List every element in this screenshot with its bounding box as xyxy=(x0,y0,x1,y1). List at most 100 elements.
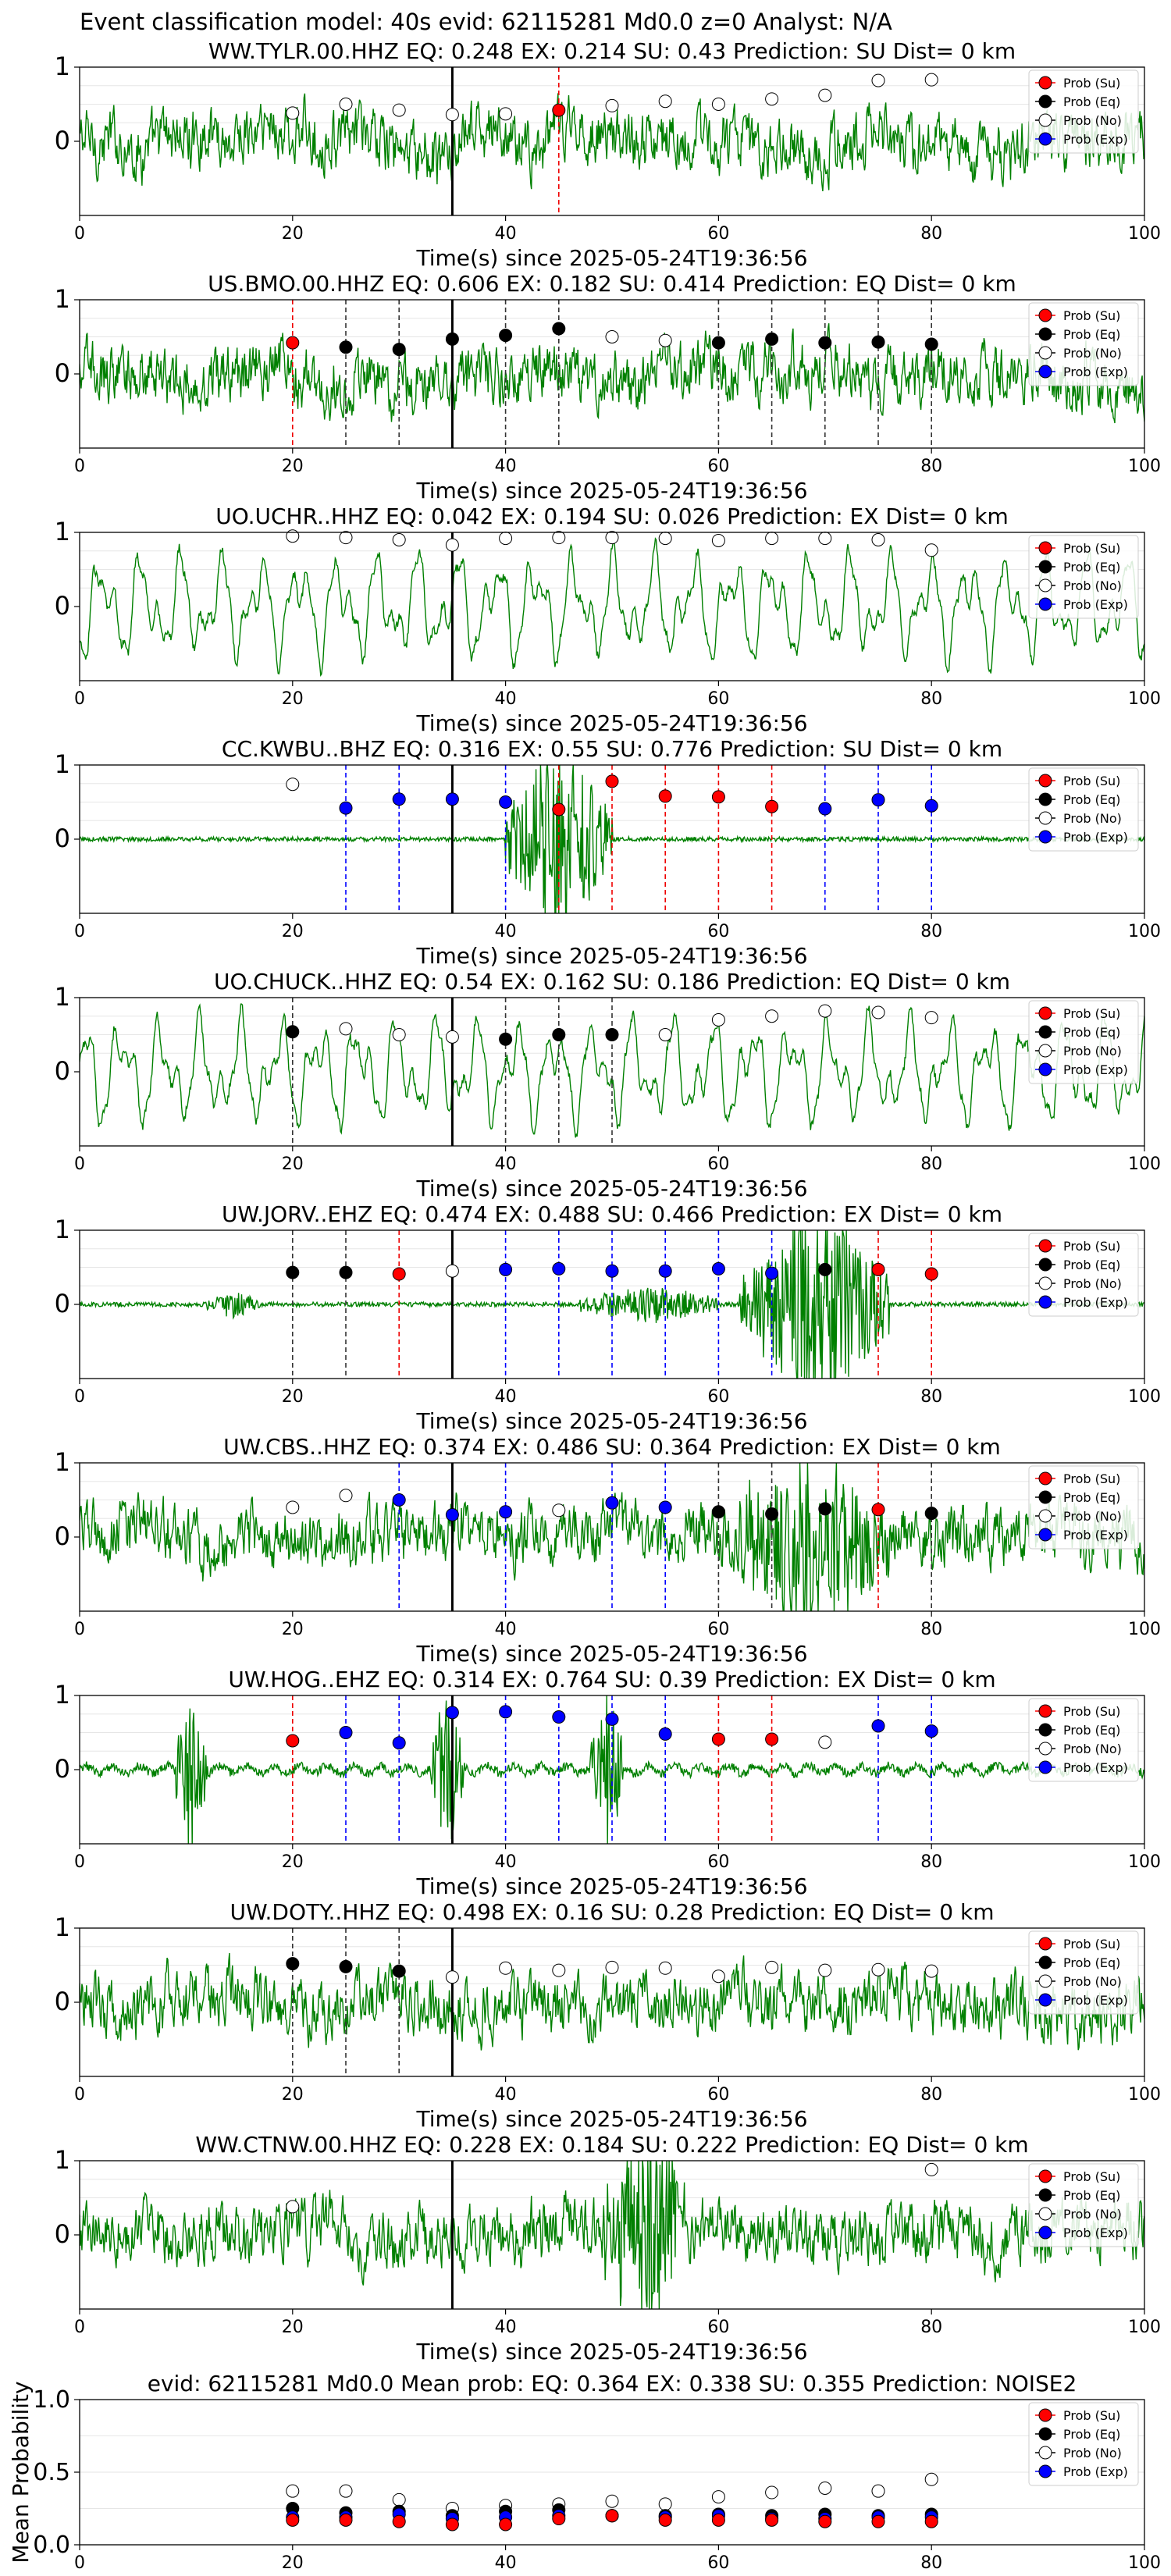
x-tick-label: 0 xyxy=(74,1852,85,1872)
x-tick-label: 20 xyxy=(282,2318,304,2337)
waveform xyxy=(80,1952,1144,2051)
prob-marker-no xyxy=(818,1963,832,1977)
prob-marker-exp xyxy=(392,1493,406,1507)
panel-title: WW.CTNW.00.HHZ EQ: 0.228 EX: 0.184 SU: 0… xyxy=(195,2132,1028,2158)
panel-title: UO.CHUCK..HHZ EQ: 0.54 EX: 0.162 SU: 0.1… xyxy=(214,969,1010,994)
x-tick-label: 60 xyxy=(707,1620,729,1639)
prob-marker-exp xyxy=(499,795,513,809)
legend-label-exp: Prob (Exp) xyxy=(1063,1993,1128,2008)
prob-marker-no xyxy=(658,532,672,546)
prob-marker-eq xyxy=(339,1959,353,1973)
x-tick-label: 40 xyxy=(495,1155,517,1174)
legend-marker-exp xyxy=(1038,2226,1052,2240)
mean-marker-su xyxy=(339,2513,353,2527)
prob-marker-eq xyxy=(765,1507,779,1521)
prob-marker-exp xyxy=(765,1266,779,1280)
prob-marker-no xyxy=(818,532,832,546)
legend-label-exp: Prob (Exp) xyxy=(1063,1528,1128,1542)
x-tick-label: 60 xyxy=(707,2318,729,2337)
x-tick-label: 60 xyxy=(707,689,729,709)
legend-label-no: Prob (No) xyxy=(1063,1509,1122,1524)
prob-marker-eq xyxy=(818,336,832,350)
x-tick-label: 100 xyxy=(1128,224,1161,244)
x-tick-label: 20 xyxy=(282,1155,304,1174)
x-tick-label: 20 xyxy=(282,2085,304,2105)
legend-label-eq: Prob (Eq) xyxy=(1063,327,1120,342)
legend-marker-no xyxy=(1038,113,1052,127)
x-tick-label: 0 xyxy=(74,1387,85,1407)
legend-label-eq: Prob (Eq) xyxy=(1063,1025,1120,1040)
x-tick-label: 60 xyxy=(707,922,729,941)
y-tick-label: 1 xyxy=(55,52,70,81)
prob-marker-no xyxy=(765,1009,779,1023)
x-tick-label: 80 xyxy=(920,689,942,709)
legend-label-eq: Prob (Eq) xyxy=(1063,560,1120,575)
legend-marker-su xyxy=(1038,308,1052,322)
prob-marker-eq xyxy=(286,1265,300,1279)
prob-marker-no xyxy=(499,532,513,546)
y-tick-label: 1 xyxy=(55,284,70,314)
prob-marker-eq xyxy=(499,329,513,343)
legend-label-no: Prob (No) xyxy=(1063,1276,1122,1291)
mean-marker-no xyxy=(871,2484,885,2498)
legend-marker-no xyxy=(1038,1044,1052,1058)
legend-label-su: Prob (Su) xyxy=(1063,1006,1120,1021)
mean-marker-no xyxy=(711,2490,725,2504)
legend-label-eq: Prob (Eq) xyxy=(1063,1723,1120,1738)
prob-marker-exp xyxy=(499,1262,513,1276)
prob-marker-no xyxy=(286,1500,300,1514)
legend-marker-exp xyxy=(1038,1528,1052,1542)
plot-area xyxy=(80,2161,1144,2309)
mean-marker-su xyxy=(711,2513,725,2527)
prob-marker-exp xyxy=(605,1496,619,1510)
prob-marker-eq xyxy=(552,1028,566,1041)
legend: Prob (Su) Prob (Eq) Prob (No) Prob (Exp) xyxy=(1028,1233,1139,1317)
y-tick-label: 0 xyxy=(55,1056,70,1086)
prob-marker-no xyxy=(765,92,779,106)
y-tick-label: 0.0 xyxy=(33,2532,70,2559)
legend-marker-no xyxy=(1038,1974,1052,1988)
legend: Prob (Su) Prob (Eq) Prob (No) Prob (Exp) xyxy=(1028,302,1139,386)
prob-marker-su xyxy=(871,1503,885,1517)
legend-label-exp: Prob (Exp) xyxy=(1063,1760,1128,1775)
mean-marker-no xyxy=(658,2497,672,2511)
x-tick-label: 0 xyxy=(74,2553,85,2573)
legend-label-su: Prob (Su) xyxy=(1063,76,1120,91)
prob-marker-eq xyxy=(711,336,725,350)
figure-title: Event classification model: 40s evid: 62… xyxy=(80,9,892,35)
legend-marker-eq xyxy=(1038,1490,1052,1504)
panel-10: evid: 62115281 Md0.0 Mean prob: EQ: 0.36… xyxy=(8,2371,1161,2573)
x-tick-label: 20 xyxy=(282,457,304,476)
legend: Prob (Su) Prob (Eq) Prob (No) Prob (Exp) xyxy=(1028,1000,1139,1084)
panels-container: WW.TYLR.00.HHZ EQ: 0.248 EX: 0.214 SU: 0… xyxy=(8,38,1161,2573)
prob-marker-exp xyxy=(552,1710,566,1724)
prob-marker-exp xyxy=(658,1500,672,1514)
legend-frame xyxy=(1028,2402,1139,2486)
legend-marker-no xyxy=(1038,1509,1052,1523)
x-tick-label: 40 xyxy=(495,1852,517,1872)
x-axis-label: Time(s) since 2025-05-24T19:36:56 xyxy=(415,2106,807,2132)
prob-marker-no xyxy=(339,1489,353,1503)
legend-frame xyxy=(1028,1000,1139,1084)
prob-marker-no xyxy=(339,531,353,545)
y-tick-label: 0 xyxy=(55,358,70,388)
mean-marker-su xyxy=(445,2517,459,2532)
legend-marker-su xyxy=(1038,2169,1052,2183)
prob-marker-no xyxy=(924,1011,938,1025)
prob-marker-eq xyxy=(765,332,779,346)
legend-label-su: Prob (Su) xyxy=(1063,541,1120,556)
panel-title: UW.DOTY..HHZ EQ: 0.498 EX: 0.16 SU: 0.28… xyxy=(230,1899,995,1925)
x-tick-label: 80 xyxy=(920,922,942,941)
prob-marker-no xyxy=(392,103,406,117)
prob-marker-no xyxy=(392,1028,406,1041)
prob-marker-no xyxy=(711,98,725,111)
panel-title: UW.CBS..HHZ EQ: 0.374 EX: 0.486 SU: 0.36… xyxy=(223,1434,1001,1460)
prob-marker-exp xyxy=(871,793,885,807)
prob-marker-su xyxy=(765,1732,779,1746)
prob-marker-eq xyxy=(339,340,353,354)
x-tick-label: 80 xyxy=(920,1387,942,1407)
plot-area xyxy=(80,1463,1144,1611)
prob-marker-eq xyxy=(392,343,406,357)
prob-marker-exp xyxy=(711,1261,725,1276)
x-tick-label: 0 xyxy=(74,2318,85,2337)
